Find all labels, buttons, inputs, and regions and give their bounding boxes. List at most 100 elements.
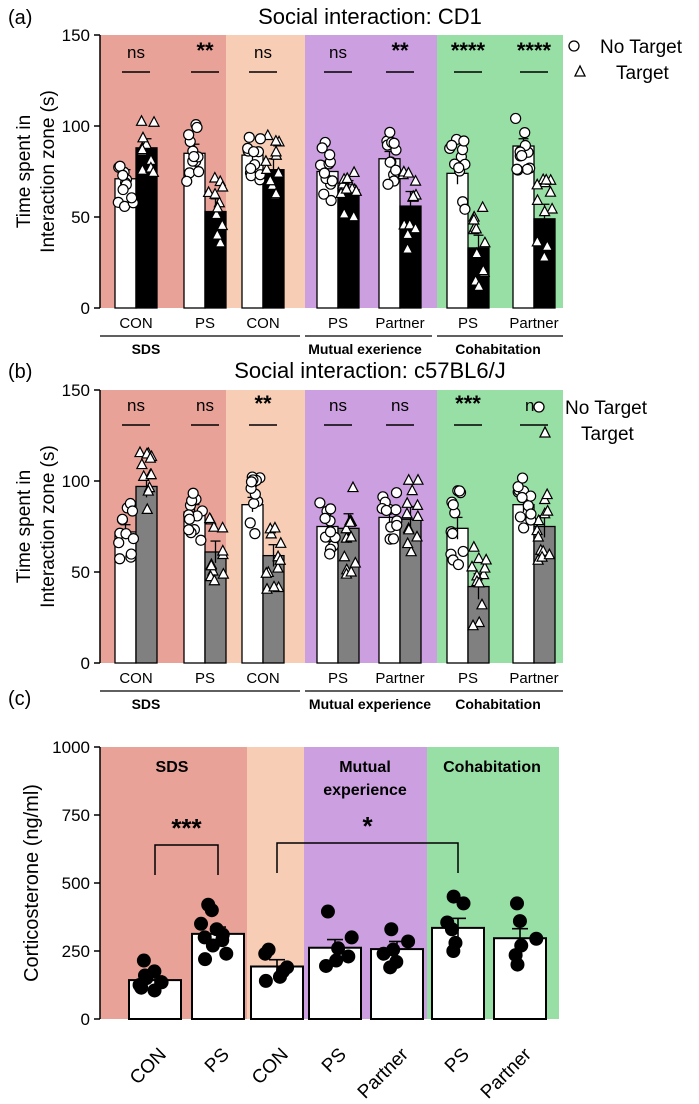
panel-b-point-target xyxy=(405,544,418,557)
panel-b-point-target xyxy=(411,530,423,542)
panel-c-point xyxy=(258,973,273,988)
panel-b-sig-label: ns xyxy=(329,396,347,415)
panel-b-point-no-target xyxy=(391,519,403,532)
panel-c-section-mutual-2: experience xyxy=(323,782,407,799)
panel-a-point-target xyxy=(476,200,489,212)
panel-a-point-target xyxy=(477,263,490,276)
panel-b-point-no-target xyxy=(248,497,260,510)
panel-b-point-no-target xyxy=(516,472,529,484)
panel-c-y-tick-label: 250 xyxy=(62,942,90,961)
panel-a-sig-label: ns xyxy=(254,43,272,62)
panel-a-point-target xyxy=(214,236,227,248)
panel-a-point-target xyxy=(340,182,353,194)
panel-a-point-no-target xyxy=(243,131,255,143)
panel-b-point-target xyxy=(480,553,493,565)
panel-b-legend-circle-icon xyxy=(533,401,545,413)
panel-a-panel-label: (a) xyxy=(8,7,32,29)
panel-a-legend-triangle-icon xyxy=(573,64,587,77)
panel-a-title: Social interaction: CD1 xyxy=(258,4,482,29)
panel-b-point-target xyxy=(475,598,488,610)
panel-b-y-tick-label: 0 xyxy=(81,654,90,673)
panel-b-point-no-target xyxy=(125,548,137,560)
panel-a-x-tick-label: PS xyxy=(458,315,478,332)
panel-a-point-no-target xyxy=(316,142,328,154)
panel-a-point-target xyxy=(409,221,422,234)
panel-b-point-target xyxy=(466,560,479,572)
panel-c-y-tick-label: 750 xyxy=(62,806,90,825)
panel-c-comparison-sig: *** xyxy=(171,813,202,843)
panel-a-point-no-target xyxy=(248,146,260,158)
panel-a-y-label-2: Interaction zone (s) xyxy=(38,90,59,253)
panel-a-point-no-target xyxy=(384,126,396,138)
panel-a-point-no-target xyxy=(453,162,465,174)
panel-b-x-tick-label: PS xyxy=(195,670,215,687)
panel-a-point-target xyxy=(403,218,416,230)
panel-b-point-target xyxy=(402,473,415,485)
panel-a-point-target xyxy=(401,227,414,240)
panel-c-y-tick-label: 1000 xyxy=(52,738,90,757)
panel-a-point-target xyxy=(541,239,554,251)
panel-a-y-tick-label: 50 xyxy=(71,208,90,227)
panel-a-point-no-target xyxy=(254,133,266,145)
panel-c-x-tick-label: Partner xyxy=(477,1044,536,1103)
panel-c-x-tick-label: PS xyxy=(201,1044,234,1077)
panel-b-x-tick-label: PS xyxy=(458,670,478,687)
panel-b-point-target xyxy=(477,567,490,580)
panel-a-point-target xyxy=(538,250,551,262)
panel-a-point-target xyxy=(272,166,285,178)
panel-a-point-no-target xyxy=(324,149,336,161)
panel-b-point-no-target xyxy=(114,553,126,565)
panel-a-legend-target: Target xyxy=(616,63,670,84)
panel-c-y-tick-label: 0 xyxy=(81,1010,90,1029)
panel-c-point xyxy=(401,934,416,949)
panel-b-legend-no-target: No Target xyxy=(565,398,648,419)
panel-b-x-tick-label: CON xyxy=(246,670,279,687)
panel-b-point-no-target xyxy=(244,517,256,529)
panel-c-y-tick-label: 500 xyxy=(62,874,90,893)
panel-a-point-no-target xyxy=(192,166,205,178)
panel-b-y-label-2: Interaction zone (s) xyxy=(38,445,59,608)
panel-b-x-tick-label: Partner xyxy=(375,670,424,687)
panel-c-section-mutual-1: Mutual xyxy=(339,759,391,776)
panel-b-point-target xyxy=(268,580,281,592)
panel-a-x-tick-label: Partner xyxy=(509,315,558,332)
panel-c-point xyxy=(205,938,220,953)
panel-b-point-no-target xyxy=(249,528,261,540)
panel-b-point-no-target xyxy=(516,491,528,504)
panel-b-point-target xyxy=(411,509,424,522)
panel-b-point-target xyxy=(541,504,554,516)
panel-b-point-no-target xyxy=(380,504,392,517)
panel-c-point xyxy=(204,903,219,918)
panel-b-point-no-target xyxy=(390,504,402,516)
panel-b-point-target xyxy=(135,457,148,470)
panel-b-point-no-target xyxy=(183,513,196,525)
panel-b-point-no-target xyxy=(187,487,199,499)
panel-b-section-sds: SDS xyxy=(132,696,161,712)
panel-b-point-target xyxy=(338,549,351,562)
panel-c-panel-label: (c) xyxy=(8,688,31,710)
panel-b-bar-target xyxy=(337,527,360,664)
panel-b-point-target xyxy=(541,487,554,500)
panel-a-point-target xyxy=(270,145,283,157)
panel-a-point-target xyxy=(269,134,282,146)
panel-c-point xyxy=(147,983,162,998)
panel-a-point-target xyxy=(135,114,148,126)
panel-a-point-no-target xyxy=(390,164,402,176)
panel-b-legend-target: Target xyxy=(581,424,635,445)
panel-b-point-no-target xyxy=(387,533,400,545)
panel-a-sig-label: **** xyxy=(451,38,486,63)
panel-b-point-no-target xyxy=(314,497,326,509)
panel-b-point-target xyxy=(260,566,273,578)
panel-a-x-tick-label: CON xyxy=(246,315,279,332)
panel-a-section-mutual: Mutual exerience xyxy=(308,341,422,357)
panel-c-point xyxy=(376,946,391,961)
panel-a-point-no-target xyxy=(318,167,331,179)
panel-b-section-cohab: Cohabitation xyxy=(455,696,541,712)
panel-b-point-target xyxy=(274,553,287,565)
panel-b-point-target xyxy=(412,473,424,485)
panel-b-point-no-target xyxy=(324,548,336,560)
panel-b-point-no-target xyxy=(324,503,337,515)
panel-b-sig-label: ** xyxy=(254,391,272,416)
panel-b-point-no-target xyxy=(525,508,537,520)
panel-b-y-tick-label: 50 xyxy=(71,563,90,582)
